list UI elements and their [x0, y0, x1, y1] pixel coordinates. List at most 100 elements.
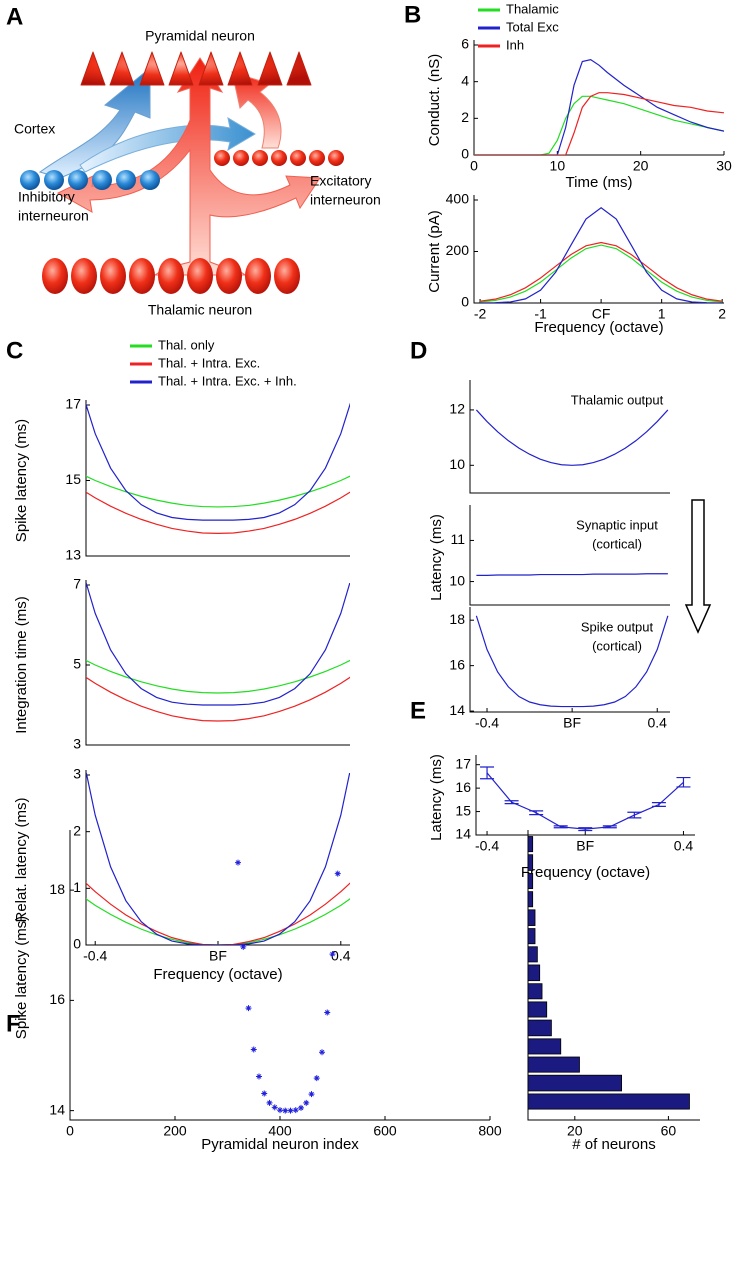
legend-label: Thal. + Intra. Exc. + Inh. — [158, 373, 297, 388]
series-line — [476, 573, 668, 576]
annotation: (cortical) — [592, 536, 642, 551]
axes — [469, 607, 670, 713]
y-tick-label: 14 — [49, 1101, 65, 1117]
label: Inhibitory — [18, 189, 75, 205]
y-tick-label: 200 — [446, 242, 470, 258]
axes — [85, 580, 350, 746]
point — [298, 1104, 304, 1111]
x-tick-label: 600 — [373, 1123, 397, 1139]
bar — [527, 891, 534, 908]
y-tick-label: 15 — [455, 802, 471, 818]
y-axis-label: Relat. latency (ms) — [13, 797, 30, 922]
series-line — [86, 475, 350, 508]
error-bar — [553, 825, 568, 829]
bar — [527, 1093, 690, 1110]
panel-label: C — [6, 337, 23, 364]
x-tick-label: -0.4 — [475, 838, 499, 854]
point — [319, 1049, 325, 1056]
x-axis-label: Frequency (octave) — [521, 864, 650, 881]
inhibitory-interneurons — [20, 170, 160, 190]
axes — [473, 195, 724, 304]
y-tick-label: 18 — [49, 881, 65, 897]
y-tick-label: 6 — [461, 36, 469, 52]
y-axis-label: Current (pA) — [426, 210, 443, 293]
error-bar — [602, 825, 617, 829]
x-tick-label: 0 — [66, 1123, 74, 1139]
y-axis-label: Integration time (ms) — [13, 596, 30, 734]
x-tick-label: 20 — [633, 158, 649, 174]
x-axis-label: Pyramidal neuron index — [201, 1136, 359, 1153]
series-line — [475, 615, 669, 708]
x-tick-label: 10 — [550, 158, 566, 174]
x-tick-label: 30 — [716, 158, 732, 174]
y-axis-label: Spike latency (ms) — [13, 419, 30, 542]
y-tick-label: 18 — [449, 611, 465, 627]
y-tick-label: 400 — [446, 191, 470, 207]
point — [245, 1005, 252, 1012]
series-line — [474, 95, 724, 155]
x-tick-label: 60 — [661, 1123, 677, 1139]
error-bar — [480, 766, 495, 780]
bar — [527, 1038, 562, 1055]
x-tick-label: CF — [592, 306, 611, 322]
point — [292, 1107, 299, 1114]
series-line — [474, 92, 724, 155]
x-tick-label: 0.4 — [331, 948, 351, 964]
point — [271, 1104, 278, 1111]
y-axis-label: Conduct. (nS) — [426, 54, 443, 147]
axes — [469, 380, 670, 494]
label: Thalamic neuron — [148, 302, 252, 318]
x-tick-label: -0.4 — [83, 948, 107, 964]
y-tick-label: 10 — [449, 572, 465, 588]
error-bar — [651, 802, 666, 808]
y-tick-label: 14 — [455, 826, 471, 842]
x-axis-label: # of neurons — [572, 1136, 655, 1153]
error-bar — [504, 800, 519, 805]
panel-label: E — [410, 697, 426, 724]
series-line — [86, 583, 350, 706]
x-tick-label: 0.4 — [647, 715, 667, 731]
point — [329, 951, 336, 958]
x-axis-label: Frequency (octave) — [534, 319, 663, 336]
axes — [527, 830, 700, 1121]
y-tick-label: 16 — [49, 991, 65, 1007]
y-tick-label: 2 — [461, 109, 469, 125]
x-tick-label: BF — [209, 948, 227, 964]
point — [313, 1075, 320, 1082]
panel-label: D — [410, 337, 427, 364]
axes — [85, 770, 350, 946]
x-tick-label: -1 — [534, 306, 547, 322]
x-tick-label: 0 — [470, 158, 478, 174]
legend-label: Total Exc — [506, 19, 559, 34]
y-tick-label: 5 — [73, 656, 81, 672]
point — [277, 1107, 283, 1114]
pyramidal-neurons — [80, 51, 312, 86]
series-line — [475, 409, 669, 466]
series-line — [86, 659, 350, 694]
point — [303, 1099, 310, 1106]
series-line — [86, 882, 350, 945]
point — [250, 1046, 257, 1053]
x-tick-label: BF — [576, 838, 594, 854]
y-tick-label: 11 — [450, 531, 465, 547]
series-line — [474, 59, 724, 155]
y-tick-label: 4 — [461, 72, 469, 88]
panel-label: F — [6, 1010, 21, 1037]
point — [308, 1091, 315, 1098]
bar — [527, 1074, 623, 1092]
series-line — [86, 491, 350, 534]
y-axis-label: Latency (ms) — [428, 514, 445, 601]
annotation: Thalamic output — [571, 392, 664, 407]
y-axis-label: Spike latency (ms) — [13, 916, 30, 1039]
x-tick-label: BF — [563, 715, 581, 731]
error-bar — [627, 811, 642, 819]
y-axis-label: Latency (ms) — [428, 754, 445, 841]
bar — [527, 854, 534, 871]
series-line — [479, 241, 723, 302]
annotation: Spike output — [581, 619, 654, 634]
point — [324, 1009, 331, 1016]
x-tick-label: 2 — [718, 306, 726, 322]
series-line — [480, 206, 723, 303]
